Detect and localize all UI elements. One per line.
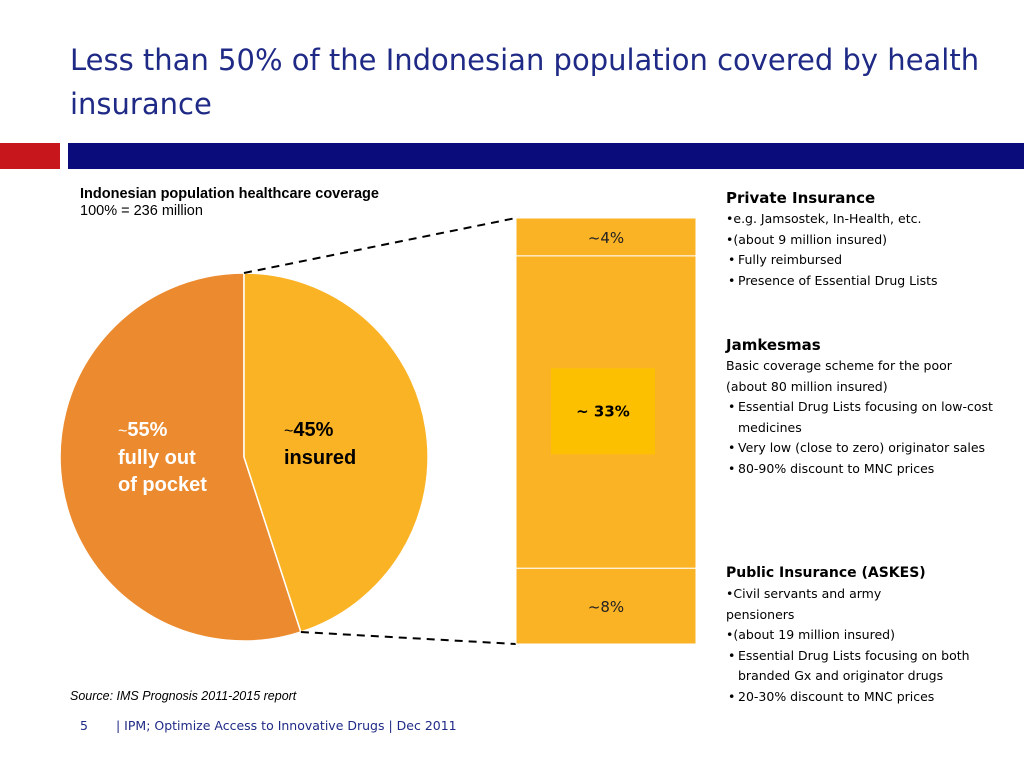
private-insurance-info: Private Insurance •e.g. Jamsostek, In-He… [726,187,938,291]
out-of-pocket-text-line1: fully out [118,447,196,469]
segment-private-insurance [515,217,697,257]
chart-header: Indonesian population healthcare coverag… [80,186,379,219]
askes-line-2: pensioners [726,606,795,622]
jamkesmas-bullet-1: Essential Drug Lists focusing on low-cos… [726,397,1008,438]
private-bullet-1: Fully reimbursed [726,250,938,271]
askes-info: Public Insurance (ASKES) •Civil servants… [726,562,996,707]
askes-heading: Public Insurance (ASKES) [726,565,926,581]
segment-jamkesmas-label: ~ 33% [576,402,630,420]
jamkesmas-bullet-2: Very low (close to zero) originator sale… [726,438,1016,459]
out-of-pocket-percent-label: ~55% [118,419,168,441]
chart-subtitle: 100% = 236 million [80,203,203,219]
jamkesmas-line-1: Basic coverage scheme for the poor [726,358,952,373]
source-note: Source: IMS Prognosis 2011-2015 report [70,689,297,703]
segment-public-label: ~8% [588,598,624,616]
private-bullet-2: Presence of Essential Drug Lists [726,271,938,292]
jamkesmas-heading: Jamkesmas [726,336,821,354]
pie-slice-insured [243,272,429,633]
jamkesmas-info: Jamkesmas Basic coverage scheme for the … [726,334,1016,479]
chart-title: Indonesian population healthcare coverag… [80,186,379,202]
connector-line-top [243,217,517,274]
title-accent-red-bar [0,143,60,169]
title-accent-navy-bar [68,143,1024,169]
page-number: 5 [80,718,88,733]
private-line-2: •(about 9 million insured) [726,231,888,247]
jamkesmas-bullet-3: 80-90% discount to MNC prices [726,459,1016,480]
jamkesmas-line-2: (about 80 million insured) [726,378,888,394]
insured-breakdown-bar: ~4% ~ 33% ~8% [515,217,697,645]
pie-slice-out-of-pocket [59,272,302,642]
private-insurance-heading: Private Insurance [726,189,876,207]
askes-bullet-1: Essential Drug Lists focusing on both br… [726,646,993,687]
footer-text: | IPM; Optimize Access to Innovative Dru… [116,718,457,733]
segment-jamkesmas-highlight-box [551,368,655,455]
segment-public-insurance [515,567,697,645]
insured-percent-label: ~45% [284,419,334,441]
insured-text-label: insured [284,447,356,469]
slide-title: Less than 50% of the Indonesian populati… [70,43,980,121]
out-of-pocket-text-line2: of pocket [118,474,207,496]
askes-line-1: •Civil servants and army [726,586,882,601]
askes-bullet-2: 20-30% discount to MNC prices [726,687,996,708]
segment-private-label: ~4% [588,229,624,247]
private-line-1: •e.g. Jamsostek, In-Health, etc. [726,211,922,226]
connector-line-bottom [300,631,517,645]
askes-line-3: •(about 19 million insured) [726,627,895,642]
